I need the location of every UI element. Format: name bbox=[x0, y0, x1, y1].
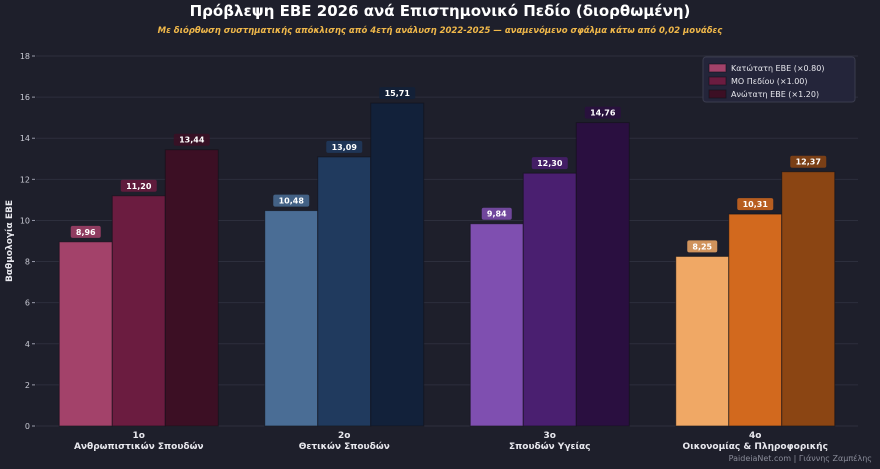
data-label: 10,48 bbox=[279, 197, 305, 206]
x-tick-label: 3ο bbox=[544, 431, 556, 441]
data-label-box bbox=[790, 155, 827, 168]
y-tick-label: 8 bbox=[25, 258, 30, 267]
legend-swatch bbox=[708, 63, 727, 73]
data-label: 8,96 bbox=[76, 228, 96, 237]
data-label: 9,84 bbox=[487, 210, 507, 219]
bar bbox=[58, 241, 113, 427]
bar bbox=[575, 122, 630, 427]
data-label-box bbox=[584, 106, 621, 119]
data-label-box bbox=[326, 140, 363, 153]
y-tick-label: 0 bbox=[25, 422, 30, 431]
data-label-box bbox=[737, 198, 774, 211]
data-label-box bbox=[531, 157, 568, 170]
bar bbox=[164, 149, 219, 427]
footer-credit: PaideiaNet.com | Γιάννης Ζαμπέλης bbox=[728, 454, 872, 463]
x-tick-label: Ανθρωπιστικών Σπουδών bbox=[74, 441, 204, 452]
legend-swatch bbox=[708, 76, 727, 86]
y-tick-label: 2 bbox=[25, 381, 30, 390]
bar bbox=[111, 195, 166, 427]
data-label: 13,44 bbox=[179, 136, 205, 145]
x-tick-label: 1ο bbox=[133, 431, 145, 441]
legend-label: Ανώτατη ΕΒΕ (×1.20) bbox=[731, 89, 819, 99]
x-tick-label: 4ο bbox=[749, 431, 761, 441]
data-label: 12,30 bbox=[537, 159, 563, 168]
bar bbox=[317, 156, 372, 427]
bar bbox=[264, 210, 319, 427]
legend-label: ΜΟ Πεδίου (×1.00) bbox=[731, 77, 808, 86]
x-tick-label: Οικονομίας & Πληροφορικής bbox=[683, 441, 828, 452]
bar bbox=[728, 213, 783, 427]
data-label-box bbox=[273, 194, 310, 207]
data-label-box bbox=[173, 133, 210, 146]
data-label-box bbox=[687, 240, 718, 253]
y-tick-label: 14 bbox=[20, 134, 30, 143]
bar bbox=[522, 172, 577, 427]
y-tick-label: 6 bbox=[25, 299, 30, 308]
data-label-box bbox=[481, 207, 512, 220]
data-label-box bbox=[120, 179, 157, 192]
data-label-box bbox=[70, 225, 101, 238]
chart-subtitle: Με διόρθωση συστηματικής απόκλισης από 4… bbox=[157, 26, 723, 36]
data-label-box bbox=[379, 87, 416, 100]
bar bbox=[781, 171, 836, 427]
y-tick-label: 16 bbox=[20, 93, 30, 102]
y-axis-label: Βαθμολογία ΕΒΕ bbox=[4, 200, 15, 282]
data-label: 11,20 bbox=[126, 182, 152, 191]
legend-label: Κατώτατη ΕΒΕ (×0.80) bbox=[731, 63, 824, 73]
legend-swatch bbox=[708, 89, 727, 99]
x-tick-label: Θετικών Σπουδών bbox=[299, 441, 390, 452]
x-tick-label: Σπουδών Υγείας bbox=[509, 441, 590, 452]
bar bbox=[469, 223, 524, 427]
data-label: 12,37 bbox=[796, 158, 821, 167]
bar bbox=[675, 255, 730, 427]
y-tick-label: 10 bbox=[20, 216, 30, 225]
y-tick-label: 4 bbox=[25, 340, 30, 349]
legend bbox=[702, 56, 856, 103]
data-label: 14,76 bbox=[590, 109, 616, 118]
y-tick-label: 12 bbox=[20, 175, 30, 184]
data-label: 10,31 bbox=[743, 200, 769, 209]
data-label: 13,09 bbox=[332, 143, 358, 152]
data-label: 8,25 bbox=[692, 242, 712, 251]
data-label: 15,71 bbox=[385, 89, 411, 98]
x-tick-label: 2ο bbox=[338, 431, 350, 441]
chart-title: Πρόβλεψη ΕΒΕ 2026 ανά Επιστημονικό Πεδίο… bbox=[189, 2, 691, 20]
bar bbox=[370, 102, 425, 427]
y-tick-label: 18 bbox=[20, 52, 30, 61]
